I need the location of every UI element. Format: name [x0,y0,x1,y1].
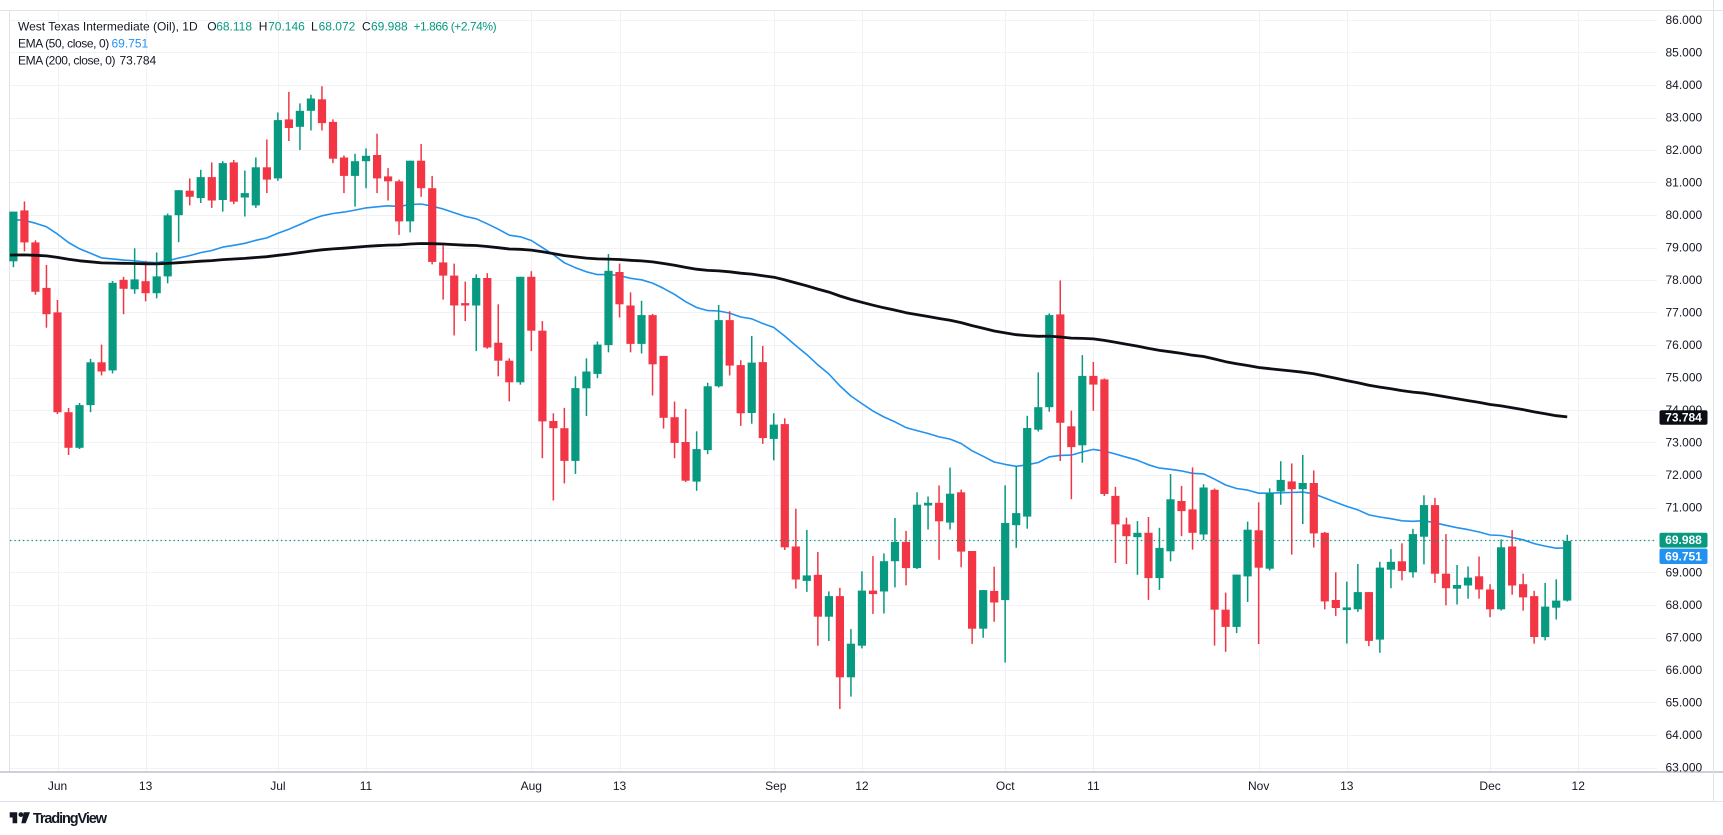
svg-text:Aug: Aug [521,779,542,793]
svg-text:69.988: 69.988 [1665,533,1702,547]
svg-text:68.072: 68.072 [319,20,356,34]
svg-text:Jun: Jun [48,779,67,793]
svg-text:Nov: Nov [1248,779,1269,793]
svg-text:76.000: 76.000 [1666,338,1703,352]
svg-text:Sep: Sep [765,779,787,793]
svg-text:73.784: 73.784 [120,54,157,68]
svg-text:C: C [362,20,371,34]
svg-text:13: 13 [1340,779,1354,793]
svg-text:12: 12 [1572,779,1586,793]
svg-text:67.000: 67.000 [1666,631,1703,645]
svg-text:79.000: 79.000 [1666,241,1703,255]
svg-text:68.000: 68.000 [1666,598,1703,612]
svg-text:63.000: 63.000 [1666,761,1703,775]
svg-text:73.000: 73.000 [1666,436,1703,450]
svg-text:O: O [207,20,216,34]
svg-text:70.146: 70.146 [268,20,305,34]
svg-text:Jul: Jul [270,779,285,793]
svg-text:71.000: 71.000 [1666,501,1703,515]
svg-text:66.000: 66.000 [1666,663,1703,677]
svg-text:West Texas Intermediate (Oil),: West Texas Intermediate (Oil), 1D [18,20,198,34]
svg-text:13: 13 [613,779,627,793]
svg-text:H: H [259,20,268,34]
svg-text:69.751: 69.751 [112,37,149,51]
svg-text:+1.866 (+2.74%): +1.866 (+2.74%) [414,20,497,34]
svg-text:84.000: 84.000 [1666,78,1703,92]
svg-text:65.000: 65.000 [1666,696,1703,710]
svg-text:Dec: Dec [1479,779,1500,793]
svg-text:69.751: 69.751 [1665,550,1702,564]
svg-text:68.118: 68.118 [216,20,252,34]
svg-text:64.000: 64.000 [1666,728,1703,742]
svg-text:11: 11 [360,779,373,793]
svg-text:86.000: 86.000 [1666,13,1703,27]
svg-text:11: 11 [1087,779,1100,793]
svg-text:TradingView: TradingView [33,811,108,827]
svg-text:73.784: 73.784 [1665,411,1702,425]
svg-text:13: 13 [139,779,153,793]
svg-text:69.988: 69.988 [371,20,408,34]
svg-text:81.000: 81.000 [1666,176,1703,190]
svg-text:85.000: 85.000 [1666,46,1703,60]
svg-text:83.000: 83.000 [1666,111,1703,125]
svg-text:77.000: 77.000 [1666,306,1703,320]
svg-text:12: 12 [855,779,869,793]
svg-text:72.000: 72.000 [1666,468,1703,482]
svg-text:82.000: 82.000 [1666,143,1703,157]
svg-text:EMA (50, close, 0): EMA (50, close, 0) [18,37,109,51]
svg-text:69.000: 69.000 [1666,566,1703,580]
svg-text:80.000: 80.000 [1666,208,1703,222]
svg-text:EMA (200, close, 0): EMA (200, close, 0) [18,54,116,68]
svg-text:75.000: 75.000 [1666,371,1703,385]
svg-text:L: L [311,20,318,34]
svg-text:78.000: 78.000 [1666,273,1703,287]
svg-text:Oct: Oct [996,779,1015,793]
